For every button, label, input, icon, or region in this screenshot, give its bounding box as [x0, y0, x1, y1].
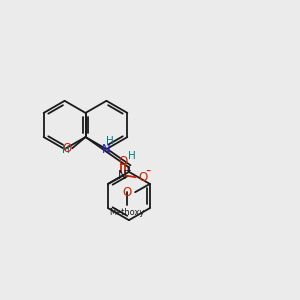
Text: Methoxy: Methoxy	[109, 208, 145, 217]
Text: +: +	[124, 166, 132, 175]
Text: O: O	[122, 186, 131, 199]
Text: H: H	[106, 136, 113, 146]
Text: N: N	[118, 169, 127, 182]
Text: O: O	[118, 155, 128, 168]
Text: O: O	[138, 171, 147, 184]
Text: H: H	[128, 151, 136, 161]
Text: O: O	[62, 142, 72, 155]
Text: -: -	[146, 165, 151, 179]
Text: N: N	[102, 142, 111, 156]
Text: H: H	[62, 145, 70, 155]
